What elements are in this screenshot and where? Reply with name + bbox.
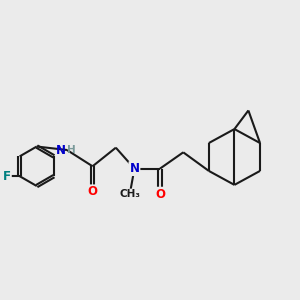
Text: O: O <box>155 188 165 201</box>
Text: F: F <box>3 170 11 183</box>
Text: N: N <box>129 162 140 175</box>
Text: H: H <box>67 145 76 155</box>
Text: N: N <box>56 143 66 157</box>
Text: CH₃: CH₃ <box>119 189 140 199</box>
Text: O: O <box>88 185 98 198</box>
